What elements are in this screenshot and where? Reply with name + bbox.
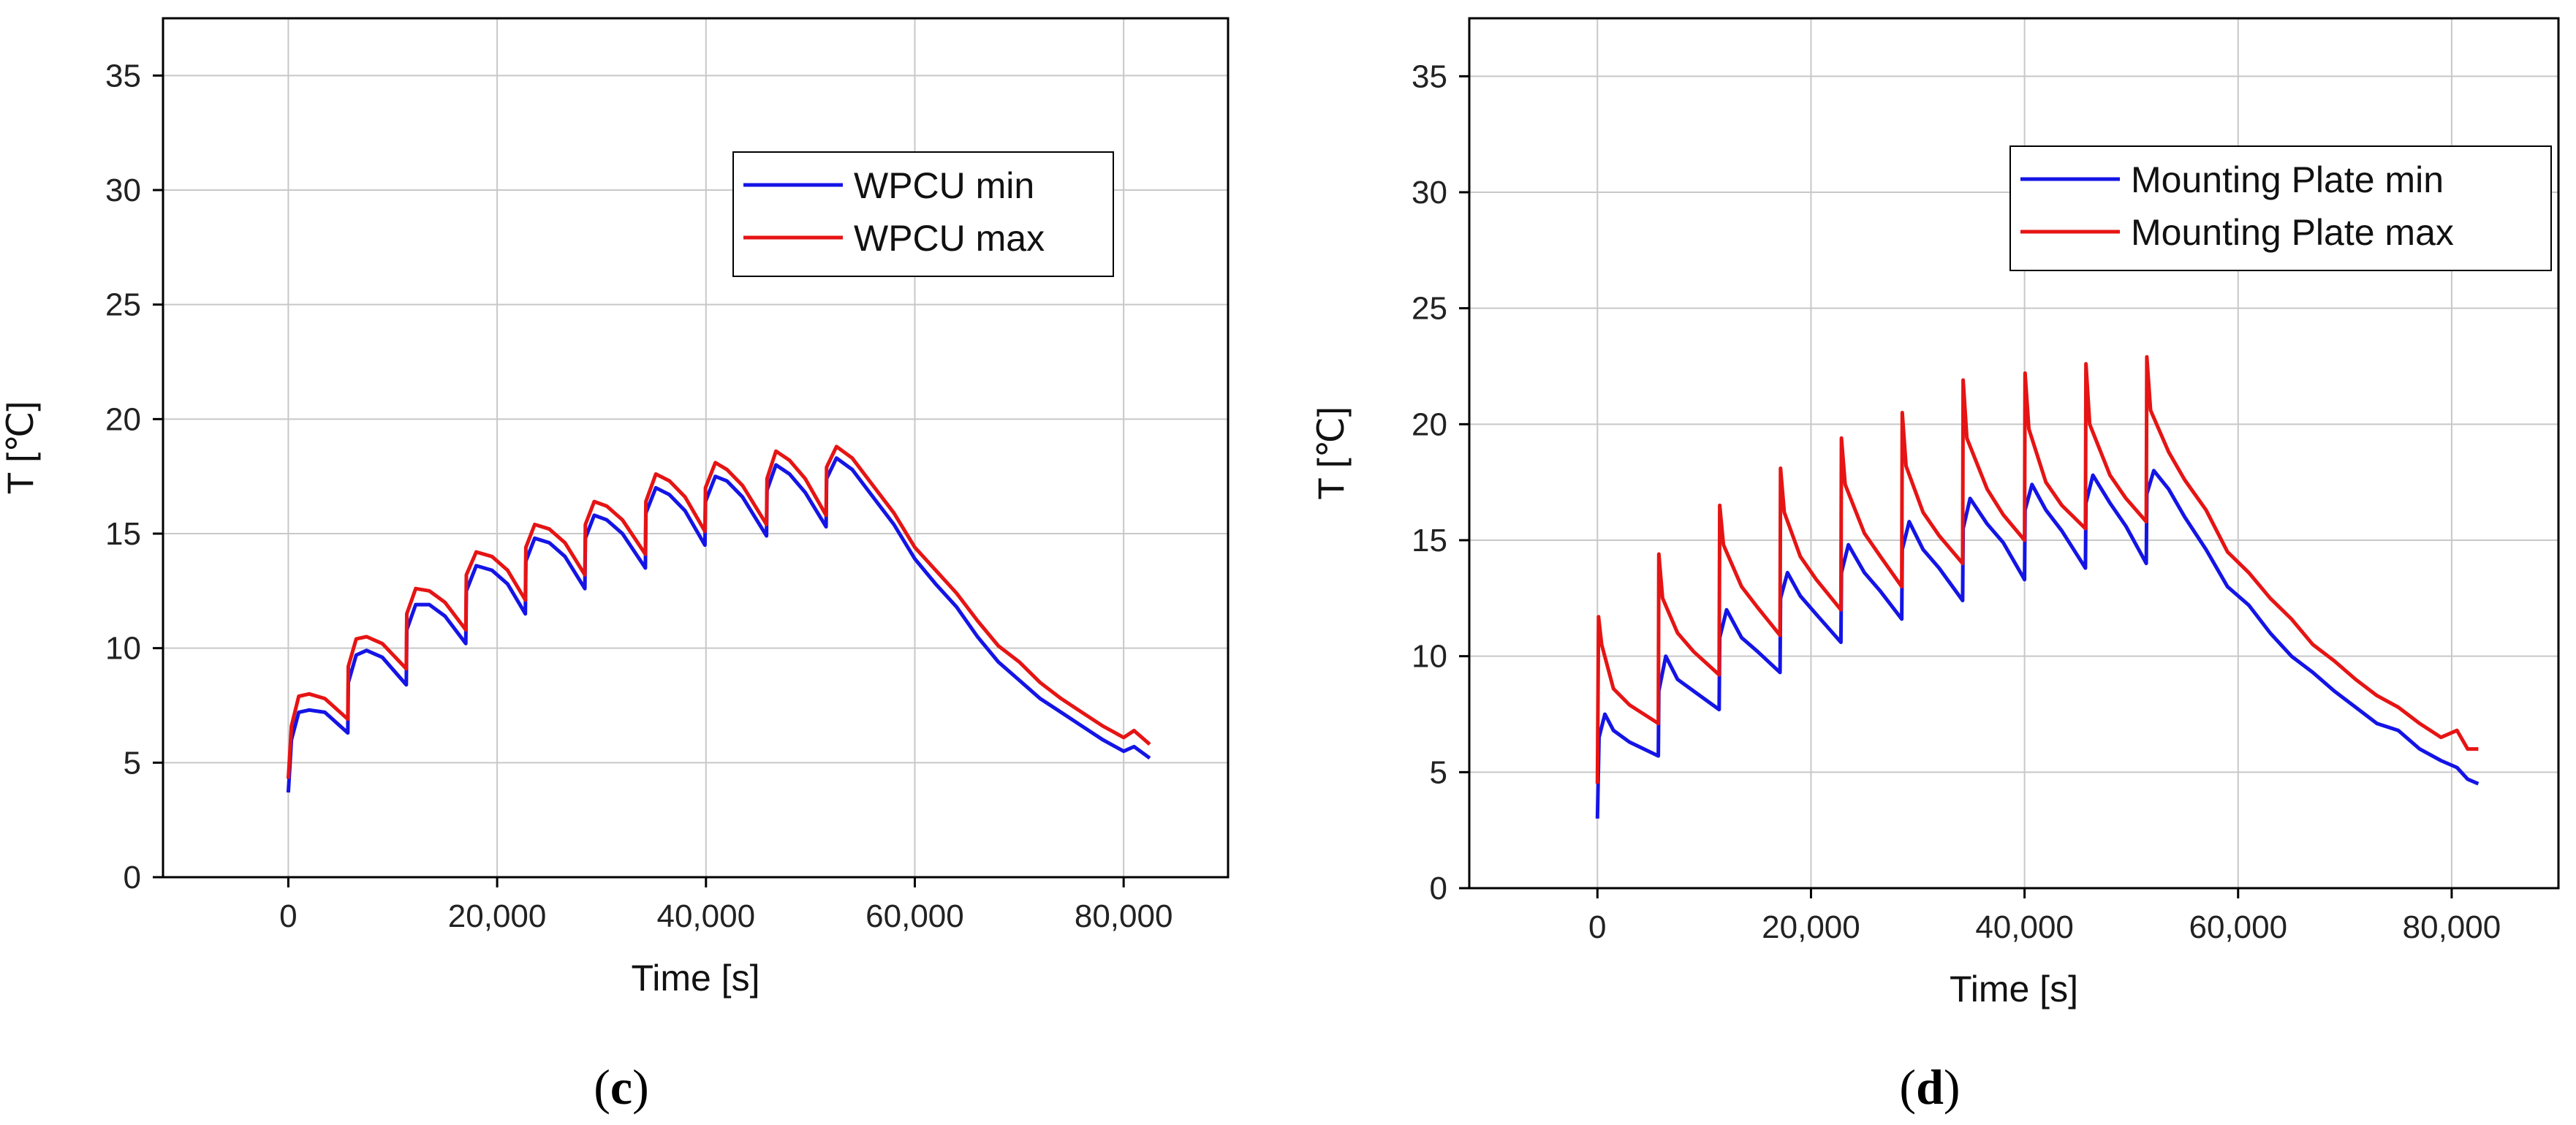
- y-tick-label: 20: [105, 401, 141, 437]
- legend-box: [732, 151, 1114, 277]
- y-tick-label: 0: [124, 860, 141, 895]
- y-tick-label: 15: [1412, 523, 1447, 558]
- legend: WPCU min WPCU max: [732, 151, 1114, 277]
- series-line-0: [1595, 469, 2480, 819]
- y-tick-label: 10: [1412, 639, 1447, 675]
- y-axis-title: T [℃]: [1311, 406, 1352, 499]
- x-tick-label: 0: [279, 898, 297, 934]
- series-line-1: [286, 444, 1151, 779]
- y-tick-label: 25: [1412, 291, 1447, 327]
- x-tick-label: 20,000: [1762, 909, 1860, 945]
- legend: Mounting Plate min Mounting Plate max: [2009, 145, 2552, 271]
- legend-box: [2009, 145, 2552, 271]
- y-tick-label: 15: [105, 516, 141, 552]
- plot-frame: [162, 17, 1230, 879]
- y-tick-label: 5: [1430, 754, 1447, 790]
- y-tick-label: 5: [124, 745, 141, 781]
- y-tick-label: 35: [105, 58, 141, 94]
- x-axis-title: Time [s]: [632, 958, 760, 999]
- series-line-0: [286, 456, 1151, 793]
- x-tick-label: 20,000: [448, 898, 547, 934]
- x-tick-label: 80,000: [2403, 909, 2501, 945]
- x-tick-label: 60,000: [865, 898, 964, 934]
- legend-label: WPCU min: [854, 165, 1034, 206]
- y-tick-label: 25: [105, 287, 141, 323]
- x-tick-label: 0: [1588, 909, 1606, 945]
- series-line-1: [1595, 355, 2479, 784]
- x-tick-label: 60,000: [2189, 909, 2287, 945]
- y-tick-label: 30: [1412, 175, 1447, 211]
- panel-caption: (c): [594, 1059, 649, 1115]
- y-tick-label: 30: [105, 173, 141, 208]
- plot-frame: [1468, 17, 2560, 890]
- chart-panel-1: 0 20,000 40,000 60,000 80,000 0 5 10 15 20 25 30 35 T…: [1311, 17, 2560, 1115]
- x-tick-label: 80,000: [1075, 898, 1173, 934]
- y-tick-label: 10: [105, 631, 141, 667]
- x-axis-title: Time [s]: [1950, 969, 2078, 1010]
- x-tick-label: 40,000: [656, 898, 755, 934]
- y-tick-label: 20: [1412, 406, 1447, 442]
- y-axis-title: T [℃]: [0, 401, 41, 494]
- panel-caption: (d): [1899, 1059, 1960, 1115]
- legend-label: WPCU max: [854, 218, 1045, 259]
- legend-label: Mounting Plate min: [2131, 159, 2444, 200]
- y-tick-label: 35: [1412, 58, 1447, 94]
- legend-label: Mounting Plate max: [2131, 212, 2454, 253]
- chart-panel-0: 0 20,000 40,000 60,000 80,000 0 5 10 15 20 25 30 35 T…: [0, 17, 1230, 1115]
- x-tick-label: 40,000: [1975, 909, 2074, 945]
- y-tick-label: 0: [1430, 871, 1447, 906]
